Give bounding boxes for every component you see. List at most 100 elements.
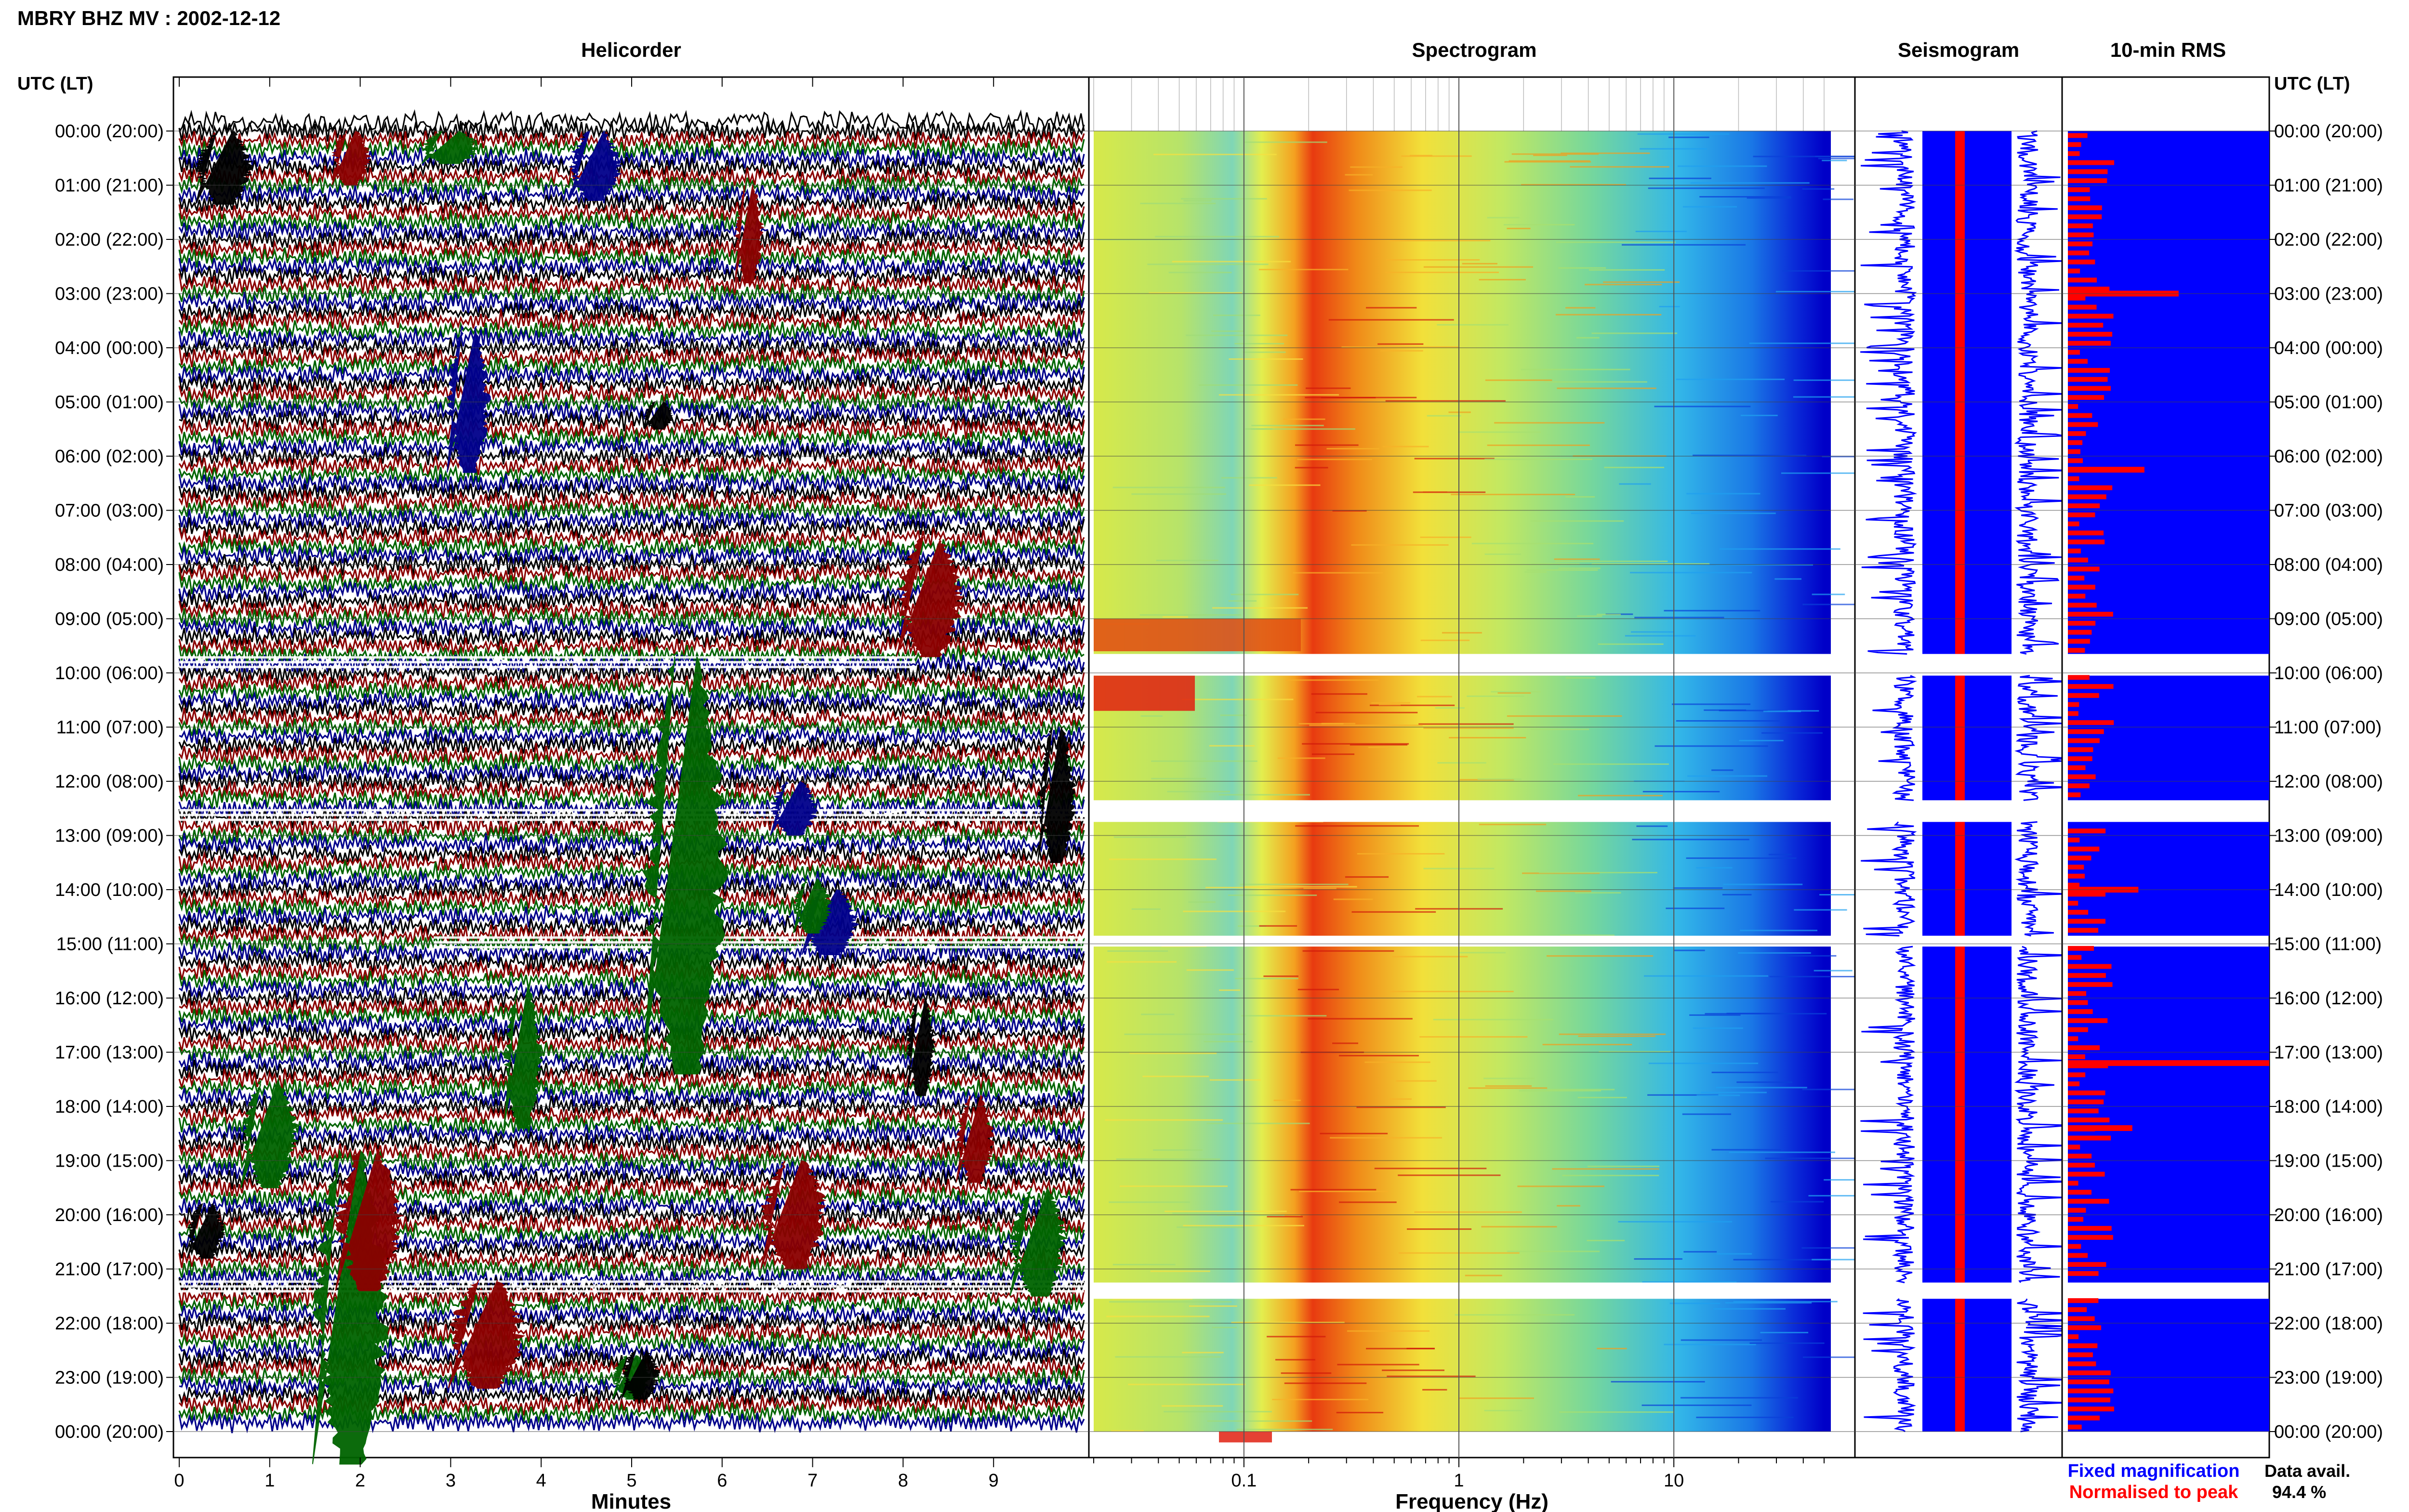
spectrogram-streak <box>1311 693 1367 695</box>
spectrogram-streak <box>1204 1041 1253 1042</box>
right-time-label: 04:00 (00:00) <box>2274 338 2383 358</box>
helicorder-trace <box>178 742 1085 766</box>
spectrogram-streak <box>1774 578 1801 580</box>
spectrogram-streak <box>1437 324 1509 326</box>
spectrogram-streak <box>1819 894 1880 895</box>
spectrogram-streak <box>1219 989 1240 991</box>
rms-bar <box>2068 909 2089 915</box>
rms-bar <box>2068 1118 2110 1123</box>
helicorder-event <box>421 131 478 164</box>
right-time-label: 00:00 (20:00) <box>2274 1422 2383 1442</box>
helicorder-trace <box>179 977 1085 1001</box>
spectrogram-streak <box>1221 477 1277 479</box>
spectrogram-streak <box>1690 182 1810 184</box>
right-time-label: 06:00 (02:00) <box>2274 447 2383 467</box>
helicorder-trace <box>178 869 1085 892</box>
spectrogram-streak <box>1485 379 1552 381</box>
spectrogram-streak <box>1560 934 1615 936</box>
spectrogram-streak <box>1808 1195 1875 1196</box>
spectrogram-streak <box>1597 614 1621 616</box>
spectrogram-streak <box>1273 1099 1301 1101</box>
rms-bar <box>2068 1144 2080 1150</box>
rms-background <box>2068 822 2269 936</box>
rms-bar <box>2068 1162 2095 1168</box>
rms-bar <box>2068 593 2086 599</box>
spectrogram-streak <box>1172 261 1291 263</box>
rms-bar <box>2068 359 2088 364</box>
spectrogram-streak <box>1206 1122 1310 1124</box>
spectrogram-streak <box>1124 1033 1246 1035</box>
spectrogram-streak <box>1109 1201 1190 1203</box>
spectrogram-streak <box>1521 368 1630 370</box>
rms-bar <box>2068 205 2102 210</box>
spectrogram-streak <box>1351 544 1449 546</box>
spectrogram-streak <box>1455 1314 1575 1316</box>
rms-bar <box>2068 431 2086 436</box>
spectrogram-streak <box>1251 428 1355 430</box>
spectrogram-streak <box>1442 632 1482 634</box>
spectrogram-streak <box>1374 1168 1487 1170</box>
rms-bar <box>2068 1379 2109 1384</box>
spectrogram-streak <box>1414 1211 1522 1213</box>
spectrogram-streak <box>1112 486 1225 488</box>
spectrogram-streak <box>1284 1382 1367 1384</box>
helicorder-trace <box>179 996 1085 1019</box>
helicorder-event <box>896 537 965 657</box>
hour-grid-lines <box>166 131 2277 1432</box>
helicorder-trace <box>178 1086 1085 1109</box>
rms-bar <box>2068 1298 2099 1303</box>
seismogram-right-edge <box>2014 821 2066 937</box>
spectrogram-streak <box>1812 1259 1866 1261</box>
left-time-label: 05:00 (01:00) <box>55 393 164 413</box>
spectrogram-streak <box>1212 607 1308 609</box>
helicorder-trace <box>178 824 1085 846</box>
rms-bar <box>2068 142 2081 147</box>
spectrogram-streak <box>1818 158 1859 159</box>
spectrogram-streak <box>1218 394 1339 396</box>
helicorder-trace <box>178 318 1085 341</box>
spectrogram-streak <box>1370 704 1455 706</box>
spectrogram-streak <box>1644 975 1768 977</box>
spectrogram-streak <box>1739 740 1784 741</box>
spectrogram-top-blank <box>1090 78 1854 131</box>
rms-bar <box>2068 1316 2095 1321</box>
spectrogram-streak <box>1557 1205 1580 1207</box>
rms-bar <box>2068 422 2098 427</box>
spectrogram-streak <box>1357 853 1445 855</box>
helicorder-trace <box>178 878 1085 901</box>
rms-bar <box>2068 548 2081 553</box>
helicorder-trace <box>178 933 1085 956</box>
right-time-label: 11:00 (07:00) <box>2274 718 2382 738</box>
spectrogram-streak <box>1243 351 1286 353</box>
left-time-label: 01:00 (21:00) <box>55 176 164 196</box>
helicorder-trace <box>178 544 1085 567</box>
rms-bar <box>2068 1271 2099 1276</box>
rms-bar <box>2068 702 2079 707</box>
spectrogram-streak <box>1634 1258 1682 1260</box>
left-time-label: 02:00 (22:00) <box>55 230 164 250</box>
spectrogram-streak <box>1655 745 1768 747</box>
rms-bar <box>2068 331 2113 337</box>
rms-bar <box>2068 892 2105 897</box>
spectrogram-streak <box>1435 707 1465 709</box>
rms-bar <box>2068 539 2105 545</box>
spectrogram-streak <box>1802 1356 1890 1358</box>
helicorder-event <box>906 998 937 1096</box>
spectrogram-streak <box>1186 969 1234 971</box>
seismogram-panel <box>1854 76 2072 1459</box>
seismogram-right-edge <box>2016 1298 2072 1433</box>
right-time-label: 15:00 (11:00) <box>2274 934 2382 955</box>
spectrogram-streak <box>1140 715 1163 717</box>
data-availability-label: Data avail. <box>2264 1461 2350 1481</box>
spectrogram-streak <box>1676 379 1785 381</box>
seismogram-left-edge <box>1860 946 1916 1284</box>
spectrogram-streak <box>1345 174 1373 176</box>
left-time-axis-title: UTC (LT) <box>17 74 93 94</box>
rms-bar <box>2068 566 2100 572</box>
spectrogram-streak <box>1749 1342 1825 1344</box>
spectrogram-streak <box>1427 415 1461 417</box>
rms-bar <box>2068 1027 2088 1032</box>
spectrogram-streak <box>1521 184 1626 185</box>
rms-bar <box>2068 295 2086 301</box>
rms-bar <box>2068 521 2079 526</box>
